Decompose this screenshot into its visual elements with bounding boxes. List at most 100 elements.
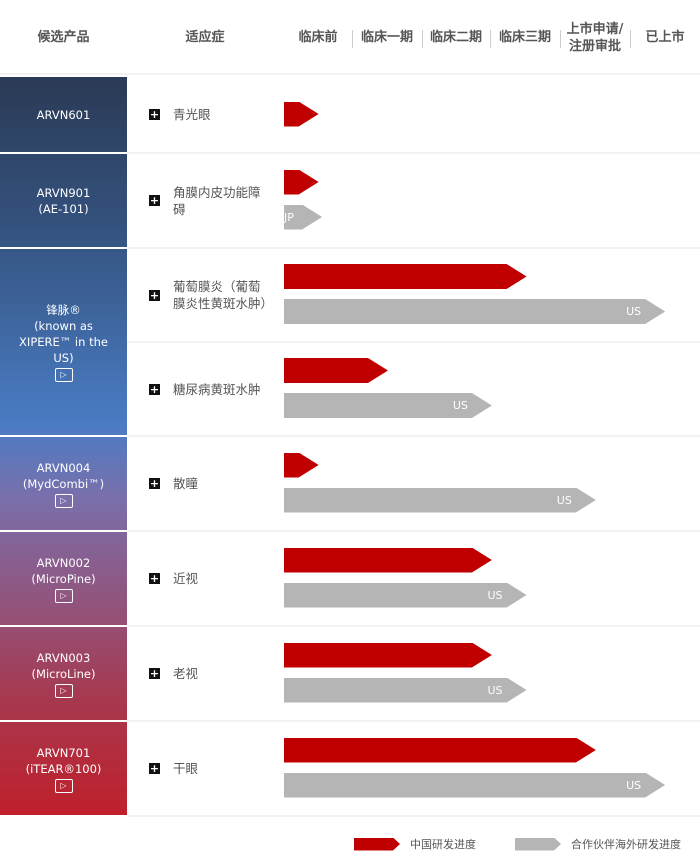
legend-partner-label: 合作伙伴海外研发进度: [571, 838, 681, 851]
indication-row[interactable]: + 近视: [127, 532, 283, 627]
indication-label: 老视: [173, 666, 199, 681]
row-divider: [283, 247, 700, 249]
header-phase: 临床三期: [498, 30, 551, 45]
indication-label: 糖尿病黄斑水肿: [173, 381, 261, 397]
product-subtitle: (iTEAR®100): [25, 761, 102, 776]
partner-progress-bar: US: [284, 678, 527, 703]
expand-plus-icon[interactable]: +: [149, 667, 160, 680]
china-progress-bar: [284, 548, 492, 573]
indication-row[interactable]: + 葡萄膜炎（葡萄膜炎性黄斑水肿）: [127, 249, 283, 343]
product-name: ARVN601: [36, 107, 91, 122]
indication-row[interactable]: + 糖尿病黄斑水肿: [127, 343, 283, 437]
product-name: ARVN901: [36, 185, 91, 200]
legend-china-label: 中国研发进度: [410, 838, 476, 851]
indication-row[interactable]: + 散瞳: [127, 437, 283, 532]
china-progress-bar: [284, 170, 319, 195]
product-subtitle: (MicroPine): [31, 571, 96, 586]
partner-progress-bar: JP: [284, 205, 322, 230]
china-progress-bar: [284, 643, 492, 668]
indication-row[interactable]: + 干眼: [127, 722, 283, 817]
indication-label: 散瞳: [173, 476, 199, 491]
divider: [422, 30, 423, 48]
product-subtitle: (AE-101): [38, 201, 89, 216]
header-phase: 临床二期: [429, 30, 482, 45]
play-video-icon[interactable]: ▷: [54, 778, 73, 793]
partner-progress-bar: US: [284, 773, 665, 798]
expand-plus-icon[interactable]: +: [149, 382, 160, 396]
header-phase: 已上市: [645, 30, 685, 45]
indication-row[interactable]: + 老视: [127, 627, 283, 722]
expand-plus-icon[interactable]: +: [149, 762, 160, 775]
product-cell: ARVN002 (MicroPine) ▷: [0, 532, 127, 627]
header-phase: 上市申请/ 注册审批: [566, 21, 624, 54]
row-divider: [283, 435, 700, 437]
expand-plus-icon[interactable]: +: [149, 108, 160, 121]
partner-region-label: US: [556, 493, 572, 507]
product-subtitle: (known as XIPERE™ in the US): [19, 319, 108, 365]
partner-progress-bar: US: [284, 583, 527, 608]
divider: [630, 30, 631, 48]
play-video-icon[interactable]: ▷: [54, 588, 73, 603]
partner-region-label: US: [487, 588, 503, 602]
partner-progress-bar: US: [284, 393, 492, 418]
indication-label: 近视: [173, 571, 199, 586]
partner-region-label: US: [626, 305, 642, 318]
partner-region-label: US: [626, 778, 642, 792]
product-cell: ARVN601: [0, 77, 127, 154]
product-name: 锋脉®: [46, 303, 81, 317]
product-name: ARVN004: [36, 460, 91, 475]
play-video-icon[interactable]: ▷: [54, 493, 73, 508]
header-product: 候选产品: [37, 30, 90, 45]
product-subtitle: (MicroLine): [31, 666, 96, 681]
divider: [560, 30, 561, 48]
china-progress-bar: [284, 738, 596, 763]
play-video-icon[interactable]: ▷: [54, 683, 73, 698]
partner-region-label: US: [452, 399, 468, 412]
product-cell: ARVN701 (iTEAR®100) ▷: [0, 722, 127, 817]
row-divider: [283, 341, 700, 343]
expand-plus-icon[interactable]: +: [149, 572, 160, 585]
expand-plus-icon[interactable]: +: [149, 194, 160, 207]
indication-row[interactable]: + 角膜内皮功能障碍: [127, 154, 283, 249]
header-phase: 临床前: [298, 30, 338, 45]
indication-label: 角膜内皮功能障碍: [173, 184, 261, 217]
partner-progress-bar: US: [284, 488, 596, 513]
product-cell: ARVN003 (MicroLine) ▷: [0, 627, 127, 722]
legend-china-swatch: [354, 838, 400, 851]
indication-label: 干眼: [173, 761, 199, 776]
china-progress-bar: [284, 264, 527, 289]
china-progress-bar: [284, 453, 319, 478]
play-video-icon[interactable]: ▷: [54, 368, 73, 382]
expand-plus-icon[interactable]: +: [149, 288, 160, 302]
product-subtitle: (MydCombi™): [22, 476, 105, 491]
legend-partner-swatch: [515, 838, 561, 851]
row-divider: [283, 152, 700, 154]
expand-plus-icon[interactable]: +: [149, 477, 160, 490]
product-name: ARVN003: [36, 650, 91, 665]
partner-region-label: US: [487, 683, 503, 697]
china-progress-bar: [284, 358, 388, 383]
header-indication: 适应症: [185, 30, 225, 45]
product-name: ARVN002: [36, 555, 91, 570]
row-divider: [283, 815, 700, 817]
table-header: 候选产品 适应症 临床前 临床一期 临床二期 临床三期 上市申请/ 注册审批 已…: [0, 0, 700, 75]
china-progress-bar: [284, 102, 319, 127]
indication-label: 葡萄膜炎（葡萄膜炎性黄斑水肿）: [173, 279, 274, 311]
indication-label: 青光眼: [173, 107, 211, 122]
row-divider: [283, 530, 700, 532]
indication-row[interactable]: + 青光眼: [127, 77, 283, 154]
row-divider: [283, 720, 700, 722]
divider: [490, 30, 491, 48]
row-divider: [283, 625, 700, 627]
product-cell: 锋脉® (known as XIPERE™ in the US) ▷: [0, 249, 127, 437]
product-cell: ARVN004 (MydCombi™) ▷: [0, 437, 127, 532]
legend-china: 中国研发进度: [354, 836, 476, 852]
legend-partner: 合作伙伴海外研发进度: [515, 836, 681, 852]
partner-region-label: JP: [284, 210, 294, 224]
product-name: ARVN701: [36, 745, 91, 760]
product-cell: ARVN901 (AE-101): [0, 154, 127, 249]
header-phase: 临床一期: [360, 30, 413, 45]
product-column: [0, 77, 127, 817]
partner-progress-bar: US: [284, 299, 665, 324]
divider: [352, 30, 353, 48]
